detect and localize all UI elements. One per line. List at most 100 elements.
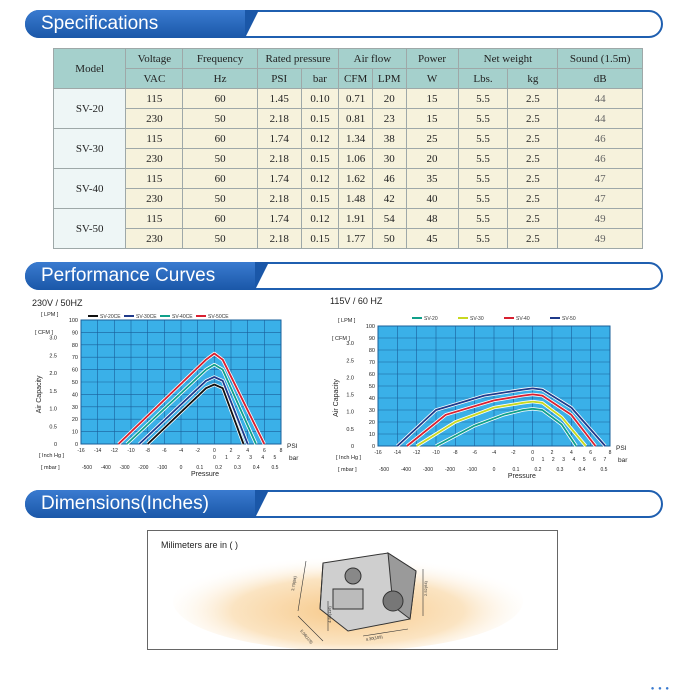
inhg-tick-label: -16 [374, 450, 381, 456]
psi-tick-label: 1 [225, 455, 228, 461]
lpm-tick-label: 10 [369, 432, 375, 438]
table-cell: 0.12 [300, 128, 340, 149]
table-cell: 2.5 [507, 108, 559, 129]
psi-tick-label: 2 [237, 455, 240, 461]
lpm-tick-label: 20 [72, 417, 78, 423]
table-cell: 49 [557, 228, 643, 249]
table-cell: 1.62 [338, 168, 373, 189]
mbar-tick-label: -400 [401, 467, 411, 473]
cfm-tick-label: 3.0 [49, 336, 57, 342]
table-cell: 0.10 [300, 88, 340, 109]
unit-psi: PSI [256, 68, 302, 89]
inhg-tick-label: 8 [280, 448, 283, 454]
table-cell: 1.77 [338, 228, 373, 249]
table-cell: 15 [405, 88, 459, 109]
table-cell: 20 [371, 88, 407, 109]
inhg-tick-label: 0 [531, 450, 534, 456]
table-cell: 23 [371, 108, 407, 129]
psi-tick-label: 4 [261, 455, 264, 461]
lpm-tick-label: 60 [72, 368, 78, 374]
lpm-unit-label: [ LPM ] [338, 318, 356, 324]
pump-body [319, 552, 417, 632]
psi-tick-label: 5 [583, 457, 586, 463]
table-cell: 2.18 [256, 108, 302, 129]
psi-tick-label: 3 [562, 457, 565, 463]
cfm-tick-label: 1.5 [346, 393, 354, 399]
cfm-tick-label: 2.5 [346, 358, 354, 364]
lpm-tick-label: 90 [72, 330, 78, 336]
cfm-tick-label: 2.0 [49, 371, 57, 377]
lpm-tick-label: 30 [369, 408, 375, 414]
specifications-table: Model Voltage Frequency Rated pressure A… [52, 48, 643, 249]
psi-tick-label: 2 [552, 457, 555, 463]
inhg-tick-label: -4 [179, 448, 184, 454]
table-cell: 35 [405, 168, 459, 189]
table-cell: 1.45 [256, 88, 302, 109]
lpm-tick-label: 90 [369, 336, 375, 342]
inhg-tick-label: -8 [145, 448, 150, 454]
table-cell: 2.5 [507, 228, 559, 249]
table-cell: 230 [125, 148, 184, 169]
header-air-flow: Air flow [338, 48, 407, 69]
table-cell: 115 [125, 128, 184, 149]
psi-tick-label: 3 [249, 455, 252, 461]
cfm-unit-label: [ CFM ] [35, 330, 53, 336]
unit-kg: kg [507, 68, 559, 89]
inhg-tick-label: 6 [589, 450, 592, 456]
table-cell: 0.15 [300, 148, 340, 169]
mbar-tick-label: -200 [445, 467, 455, 473]
table-cell: 60 [182, 128, 258, 149]
table-cell: 48 [405, 208, 459, 229]
inhg-tick-label: -14 [94, 448, 101, 454]
lpm-tick-label: 40 [72, 392, 78, 398]
table-cell: 50 [182, 148, 258, 169]
unit-lpm: LPM [371, 68, 407, 89]
header-sound: Sound (1.5m) [557, 48, 643, 69]
table-cell: 1.48 [338, 188, 373, 209]
mbar-unit-label: [ mbar ] [338, 467, 357, 473]
mbar-tick-label: 0.2 [215, 465, 222, 471]
table-cell: 2.5 [507, 208, 559, 229]
header-net-weight: Net weight [457, 48, 559, 69]
mbar-tick-label: -100 [467, 467, 477, 473]
lpm-tick-label: 10 [72, 430, 78, 436]
table-cell: 15 [405, 108, 459, 129]
inhg-tick-label: -10 [432, 450, 439, 456]
legend-label: SV-20 [424, 316, 438, 322]
table-cell: 5.5 [457, 228, 509, 249]
inhg-tick-label: -16 [77, 448, 84, 454]
unit-w: W [405, 68, 459, 89]
inhg-tick-label: 2 [551, 450, 554, 456]
table-cell: 2.18 [256, 188, 302, 209]
inhg-tick-label: 4 [246, 448, 249, 454]
table-row: 230 50 2.18 0.15 1.06 30 20 5.5 2.5 46 [54, 148, 643, 169]
table-cell: 46 [371, 168, 407, 189]
lpm-unit-label: [ LPM ] [41, 312, 59, 318]
table-cell: 230 [125, 228, 184, 249]
table-cell: 1.74 [256, 168, 302, 189]
table-cell: 1.74 [256, 208, 302, 229]
table-header-row: Model Voltage Frequency Rated pressure A… [52, 48, 643, 89]
table-cell: 2.5 [507, 128, 559, 149]
cfm-tick-label: 0.5 [346, 427, 354, 433]
table-cell: 30 [371, 148, 407, 169]
psi-tick-label: 0 [213, 455, 216, 461]
table-cell: 45 [405, 228, 459, 249]
inhg-tick-label: -14 [394, 450, 401, 456]
pump-drawing: 3.70(94) 5.08(129) 4.30(109) 2.52(64) 4.… [173, 551, 523, 649]
table-cell: 5.5 [457, 88, 509, 109]
table-cell: 49 [557, 208, 643, 229]
series-line [435, 407, 577, 447]
table-cell: 50 [371, 228, 407, 249]
psi-tick-label: 4 [573, 457, 576, 463]
inhg-unit-label: [ Inch Hg ] [39, 453, 65, 459]
cfm-tick-label: 3.0 [346, 341, 354, 347]
mbar-tick-label: -300 [120, 465, 130, 471]
dim-label-height: 3.70(94) [290, 575, 298, 591]
table-cell: 230 [125, 188, 184, 209]
inhg-tick-label: -6 [162, 448, 167, 454]
table-cell: 0.15 [300, 188, 340, 209]
table-cell: 25 [405, 128, 459, 149]
series-line [396, 387, 606, 447]
inhg-tick-label: 6 [263, 448, 266, 454]
